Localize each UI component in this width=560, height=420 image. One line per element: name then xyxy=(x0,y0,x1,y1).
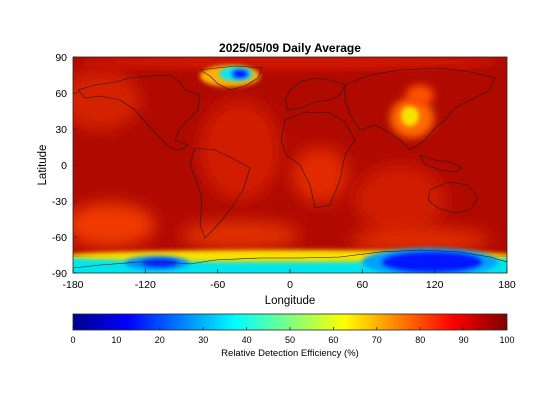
colorbar-tick-marks xyxy=(72,327,508,330)
y-tick-label: 0 xyxy=(61,160,67,172)
colorbar-tick-label: 20 xyxy=(155,335,165,345)
x-tick-label: 60 xyxy=(356,279,368,291)
coastline-south-america xyxy=(189,147,251,239)
heatmap-atlantic xyxy=(200,100,280,200)
colorbar-tick-label: 100 xyxy=(499,335,514,345)
heatmap-north-pacific xyxy=(73,70,140,130)
coastline-africa xyxy=(280,111,356,209)
tick-marks xyxy=(72,56,508,274)
heatmap-asia-yellow xyxy=(401,106,419,126)
colorbar-tick-label: 60 xyxy=(328,335,338,345)
heatmap-arctic xyxy=(80,57,500,70)
colorbar-tick-label: 50 xyxy=(285,335,295,345)
x-axis-label: Longitude xyxy=(265,295,316,307)
colorbar-tick-label: 80 xyxy=(415,335,425,345)
coastline-europe xyxy=(284,77,346,111)
heatmap-greenland-core xyxy=(232,70,248,78)
y-tick-label: 30 xyxy=(55,124,67,136)
y-tick-label: -90 xyxy=(52,268,67,280)
colorbar-tick-label: 70 xyxy=(372,335,382,345)
colorbar-tick-label: 90 xyxy=(459,335,469,345)
coastline-asia xyxy=(344,67,496,151)
coastline-antarctica xyxy=(73,249,507,269)
colorbar-tick-label: 10 xyxy=(111,335,121,345)
heatmap-west-antarctica-blue xyxy=(142,259,178,267)
y-tick-label: 90 xyxy=(55,52,67,64)
y-tick-label: 60 xyxy=(55,88,67,100)
y-axis-label: Latitude xyxy=(37,145,49,186)
colorbar-tick-label: 0 xyxy=(70,335,75,345)
heatmap-southern-indian xyxy=(350,228,490,252)
heatmap-africa xyxy=(292,147,348,203)
heatmap-southern-atlantic xyxy=(180,221,300,249)
x-tick-label: 0 xyxy=(287,279,293,291)
x-tick-label: 180 xyxy=(498,279,516,291)
heatmap-indian-ocean xyxy=(355,165,445,235)
coastline-maritime-asia xyxy=(419,154,463,173)
colorbar-tick-label: 30 xyxy=(198,335,208,345)
y-tick-label: -30 xyxy=(52,196,67,208)
x-tick-label: -180 xyxy=(62,279,83,291)
coastline-north-america xyxy=(77,74,201,151)
x-tick-label: 120 xyxy=(426,279,444,291)
heatmap xyxy=(73,57,507,273)
x-tick-label: -120 xyxy=(135,279,156,291)
heatmap-east-antarctica-blue xyxy=(382,252,482,272)
heatmap-southern-pacific xyxy=(73,203,155,247)
colorbar-tick-label: 40 xyxy=(242,335,252,345)
coastlines xyxy=(73,65,507,269)
chart-title: 2025/05/09 Daily Average xyxy=(219,41,361,55)
colorbar-label: Relative Detection Efficiency (%) xyxy=(221,348,359,359)
coastline-greenland xyxy=(199,65,263,91)
y-tick-label: -60 xyxy=(52,232,67,244)
x-tick-label: -60 xyxy=(210,279,225,291)
coastline-australia xyxy=(427,181,479,214)
heatmap-siberia xyxy=(406,85,434,105)
